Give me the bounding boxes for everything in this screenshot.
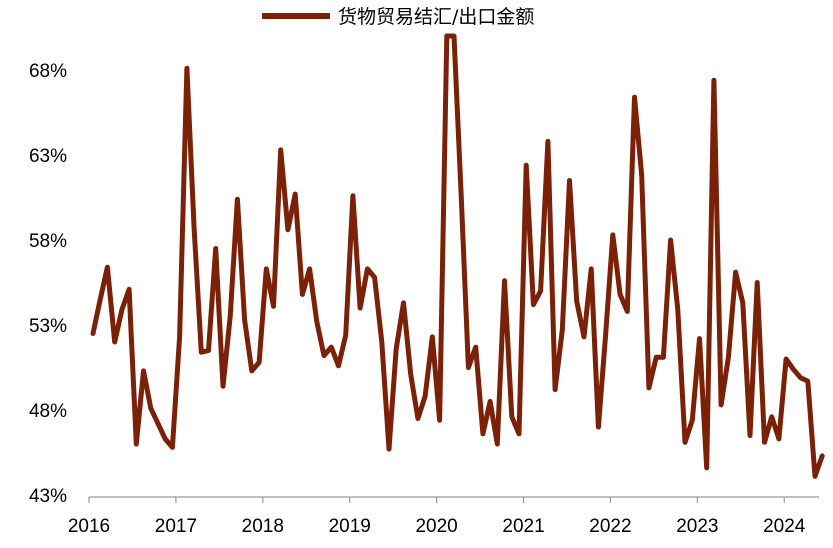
y-tick-label: 53% <box>29 316 67 337</box>
x-tick-label: 2020 <box>415 516 457 537</box>
x-tick-label: 2017 <box>155 516 197 537</box>
y-tick-label: 43% <box>29 486 67 507</box>
x-tick-label: 2024 <box>763 516 806 537</box>
legend-label-series: 货物贸易结汇/出口金额 <box>338 6 534 28</box>
x-tick-label: 2019 <box>329 516 371 537</box>
legend: 货物贸易结汇/出口金额 <box>262 6 534 28</box>
y-tick-label: 58% <box>29 231 67 252</box>
series-line <box>90 33 825 479</box>
x-axis: 2016 2017 2018 2019 2020 2021 2022 2023 2024 <box>68 496 819 537</box>
x-tick-label: 2021 <box>502 516 544 537</box>
plot-area <box>90 33 825 479</box>
y-axis: 43% 48% 53% 58% 63% 68% <box>29 61 67 507</box>
x-tick-label: 2018 <box>242 516 284 537</box>
y-tick-label: 63% <box>29 146 67 167</box>
y-tick-label: 48% <box>29 401 67 422</box>
x-tick-label: 2023 <box>676 516 718 537</box>
y-tick-label: 68% <box>29 61 67 82</box>
x-tick-label: 2022 <box>589 516 631 537</box>
x-tick-label: 2016 <box>68 516 110 537</box>
